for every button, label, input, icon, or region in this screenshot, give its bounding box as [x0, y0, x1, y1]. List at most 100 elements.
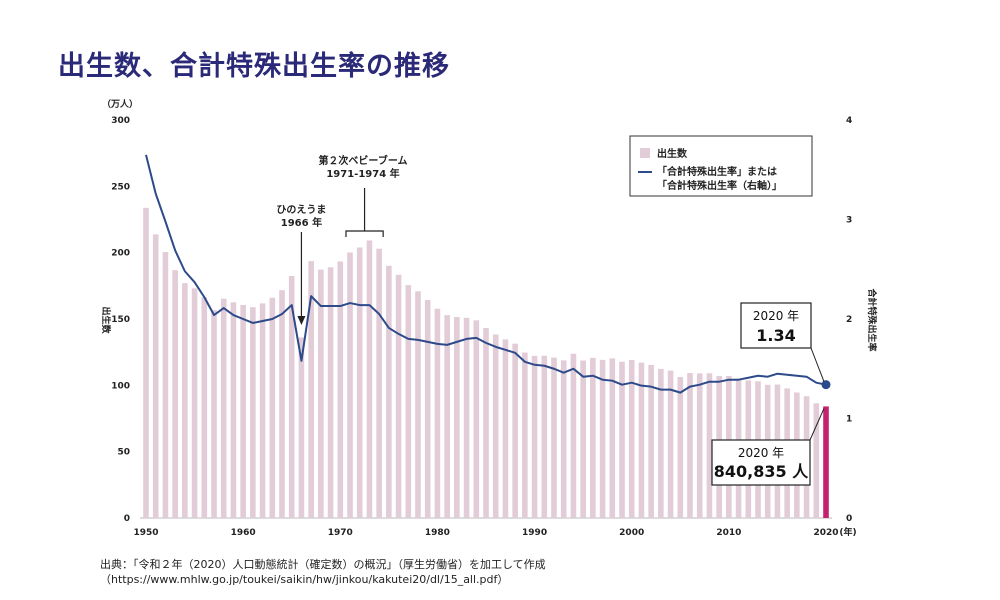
callout-rate-value: 1.34 — [756, 326, 795, 345]
birth-bar — [356, 247, 363, 519]
birth-bar — [191, 288, 198, 518]
birth-bar — [823, 406, 829, 518]
birth-bar — [483, 328, 489, 518]
birth-bar — [667, 370, 674, 518]
birth-bar — [531, 355, 538, 518]
birth-bar — [492, 334, 499, 518]
y-right-tick-label: 4 — [846, 116, 852, 126]
birth-bar — [638, 362, 645, 518]
birth-bar — [813, 403, 820, 518]
birth-bar — [463, 317, 470, 518]
birth-bar — [434, 308, 441, 518]
line-series — [145, 154, 831, 394]
chart-labels: 0 50 100 150 200 250 300 （万人） 出生数 0 1 2 3 4 合計特殊出生率 195… — [100, 98, 878, 538]
y-left-tick-label: 150 — [111, 315, 130, 325]
x-axis-unit: (年) — [839, 526, 856, 538]
y-right-axis-title: 合計特殊出生率 — [866, 288, 878, 351]
callout-rate-year: 2020 年 — [753, 309, 799, 323]
birth-bar — [405, 285, 412, 518]
y-right-tick-label: 0 — [846, 514, 852, 524]
birth-bar — [172, 270, 178, 518]
birth-bar — [143, 207, 149, 518]
birth-bar — [230, 302, 237, 518]
baby-boom-bracket — [345, 188, 384, 237]
hinoeuma-arrow-head — [297, 316, 306, 325]
birth-bar — [337, 261, 344, 518]
y-left-tick-label: 250 — [111, 182, 130, 192]
x-tick-label: 1950 — [133, 528, 158, 538]
birth-bar — [444, 315, 450, 518]
birth-bar — [182, 283, 188, 518]
birth-bar — [279, 290, 285, 518]
fertility-rate-2020-point — [821, 380, 831, 390]
fertility-rate-line — [145, 154, 827, 394]
birth-bar — [658, 368, 664, 518]
y-left-tick-label: 300 — [111, 116, 130, 126]
legend-bar-swatch — [640, 148, 650, 158]
birth-bar — [318, 269, 324, 518]
birth-bar — [619, 361, 625, 518]
y-left-tick-label: 0 — [124, 514, 130, 524]
y-left-tick-label: 200 — [111, 249, 130, 259]
source-note: 出典：「令和２年（2020）人口動態統計（確定数）の概況」（厚生労働省）を加工し… — [100, 557, 546, 587]
birth-bar — [395, 274, 402, 518]
source-line-2: （https://www.mhlw.go.jp/toukei/saikin/hw… — [100, 573, 509, 586]
callout-births-leader — [809, 408, 825, 441]
birth-bar — [298, 337, 305, 518]
birth-bar — [541, 355, 548, 518]
birth-bar — [522, 352, 528, 518]
source-line-1: 出典：「令和２年（2020）人口動態統計（確定数）の概況」（厚生労働省）を加工し… — [100, 558, 546, 571]
birth-bar — [696, 373, 703, 518]
y-left-axis-title: 出生数 — [100, 306, 112, 334]
x-tick-label: 2010 — [716, 528, 741, 538]
page-title: 出生数、合計特殊出生率の推移 — [58, 51, 450, 82]
birth-bar — [609, 358, 616, 518]
x-tick-label: 1990 — [522, 528, 547, 538]
birth-bar — [201, 297, 208, 518]
hinoeuma-year: 1966 年 — [281, 216, 322, 229]
birth-bar — [269, 297, 276, 518]
birth-bar — [512, 343, 518, 518]
y-left-tick-label: 100 — [111, 381, 130, 391]
y-right-tick-label: 1 — [846, 415, 852, 425]
birth-bar — [211, 310, 217, 518]
birth-bar — [152, 234, 159, 519]
birth-bar — [386, 265, 392, 518]
birth-bar — [590, 357, 596, 518]
birth-bar — [502, 339, 509, 518]
legend-label-births: 出生数 — [657, 147, 688, 160]
birth-bar — [570, 353, 577, 518]
birth-bar — [473, 320, 480, 518]
baby-boom-label: 第２次ベビーブーム — [318, 154, 407, 167]
callout-rate-box — [740, 302, 812, 349]
birth-bar — [599, 359, 606, 518]
birth-bar — [648, 364, 654, 518]
x-tick-label: 1980 — [425, 528, 450, 538]
birth-bar — [376, 248, 382, 518]
birth-bar — [706, 373, 713, 518]
x-tick-label: 2000 — [619, 528, 644, 538]
y-right-tick-label: 2 — [846, 315, 852, 325]
birth-bar — [560, 360, 567, 518]
birth-bar — [220, 298, 227, 518]
callout-births-year: 2020 年 — [738, 446, 784, 460]
callout-rate-leader — [810, 347, 825, 382]
legend-label-rate-right-axis: 「合計特殊出生率（右軸）」 — [657, 179, 782, 192]
birth-bar — [347, 252, 353, 518]
y-left-tick-label: 50 — [117, 448, 130, 458]
birth-bar — [250, 307, 256, 518]
birth-bar — [580, 360, 586, 518]
y-left-unit: （万人） — [102, 98, 138, 110]
callout-births-box — [711, 439, 811, 486]
birth-bar — [288, 276, 295, 518]
legend-box — [629, 135, 813, 197]
birth-bar — [551, 357, 557, 518]
birth-bar — [308, 261, 314, 518]
birth-bar — [162, 252, 169, 518]
x-tick-label: 1960 — [231, 528, 256, 538]
birth-bar — [424, 300, 431, 518]
birth-bar — [628, 359, 635, 518]
birth-bar — [454, 317, 460, 518]
